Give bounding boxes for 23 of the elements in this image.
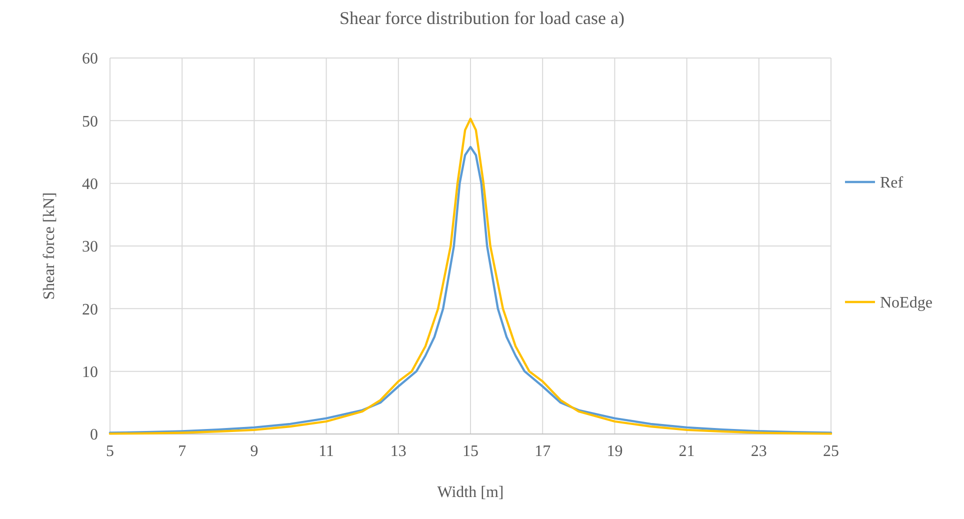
x-tick-label: 25 [823,443,839,460]
x-tick-label: 5 [106,443,114,460]
y-tick-label: 20 [82,301,98,318]
y-axis-title: Shear force [kN] [41,192,58,300]
x-tick-label: 11 [318,443,334,460]
x-axis-title: Width [m] [437,484,504,501]
legend-label: NoEdge [880,294,932,312]
legend-label: Ref [880,174,904,192]
x-tick-label: 21 [678,443,695,460]
x-tick-label: 13 [390,443,406,460]
x-tick-label: 17 [534,443,551,460]
y-tick-label: 50 [82,113,98,130]
x-tick-label: 15 [462,443,478,460]
y-tick-label: 0 [90,426,98,444]
x-tick-label: 7 [178,443,186,460]
y-tick-label: 10 [82,364,98,381]
y-tick-label: 40 [82,176,98,193]
x-tick-label: 9 [250,443,258,460]
chart-title: Shear force distribution for load case a) [340,8,624,28]
x-tick-label: 23 [750,443,767,460]
y-tick-label: 30 [82,238,98,256]
y-tick-label: 60 [82,50,98,68]
x-tick-label: 19 [606,443,623,460]
